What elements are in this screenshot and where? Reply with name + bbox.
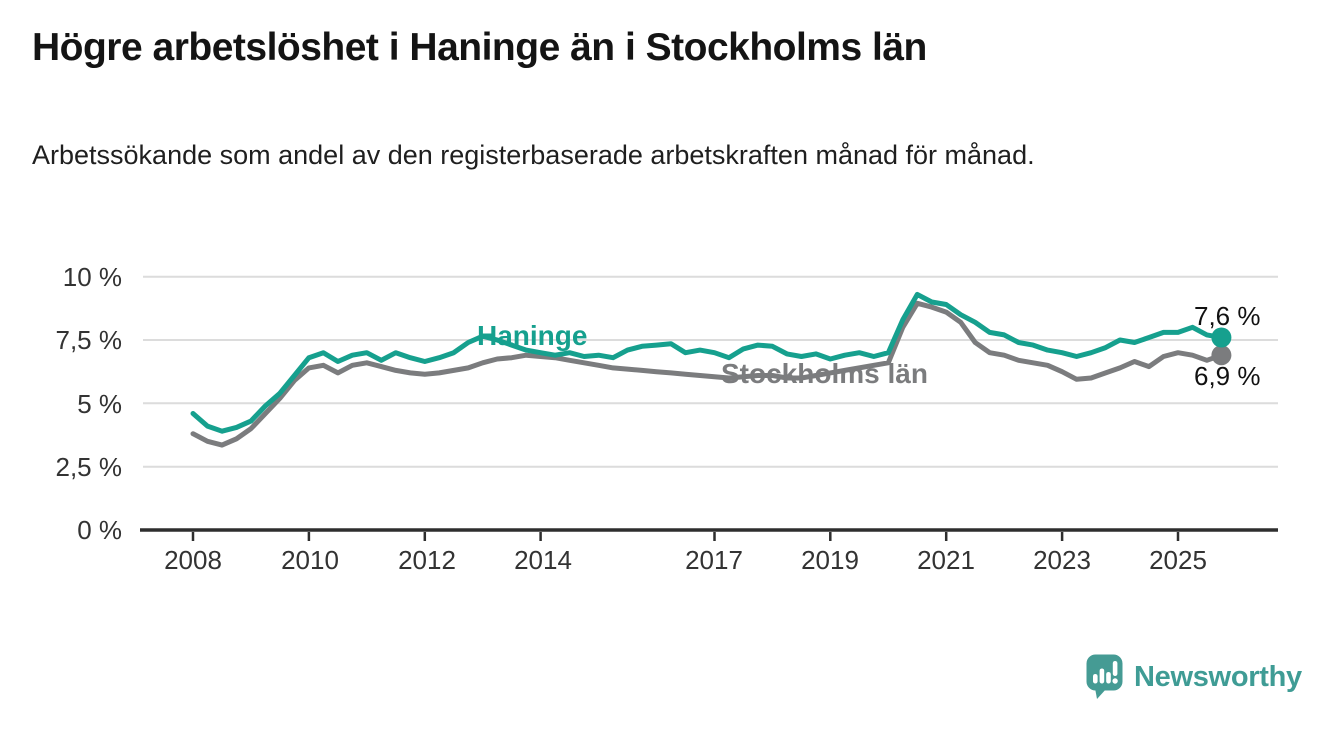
y-axis-tick-label: 2,5 % xyxy=(55,452,123,482)
x-axis-tick-label: 2021 xyxy=(917,545,975,575)
series-line xyxy=(190,291,1224,434)
x-axis-tick-label: 2014 xyxy=(514,545,572,575)
end-value-label-haninge: 7,6 % xyxy=(1194,301,1261,331)
brand-wordmark: Newsworthy xyxy=(1134,660,1302,693)
x-axis-tick-label: 2010 xyxy=(281,545,339,575)
newsworthy-logo: Newsworthy xyxy=(1086,654,1302,700)
x-axis-tick-label: 2012 xyxy=(398,545,456,575)
series-label-stockholms-lan: Stockholms län xyxy=(721,358,928,389)
speech-bubble-bar-chart-icon xyxy=(1086,654,1123,699)
y-axis-tick-label: 7,5 % xyxy=(55,325,123,355)
page-title: Högre arbetslöshet i Haninge än i Stockh… xyxy=(32,26,927,69)
x-axis-tick-label: 2023 xyxy=(1033,545,1091,575)
y-axis-tick-label: 0 % xyxy=(77,515,122,545)
y-axis-tick-label: 5 % xyxy=(77,389,122,419)
series-label-haninge: Haninge xyxy=(477,320,588,351)
series-end-dot xyxy=(1211,327,1232,348)
series-end-dot xyxy=(1211,345,1232,366)
chart-subtitle: Arbetssökande som andel av den registerb… xyxy=(32,140,1035,170)
end-value-label-stockholms-lan: 6,9 % xyxy=(1194,361,1261,391)
y-axis-tick-label: 10 % xyxy=(62,262,122,292)
x-axis-tick-label: 2019 xyxy=(801,545,859,575)
x-axis-tick-label: 2017 xyxy=(685,545,743,575)
series-line xyxy=(190,300,1224,448)
x-axis-tick-label: 2008 xyxy=(164,545,222,575)
x-axis-tick-label: 2025 xyxy=(1149,545,1207,575)
